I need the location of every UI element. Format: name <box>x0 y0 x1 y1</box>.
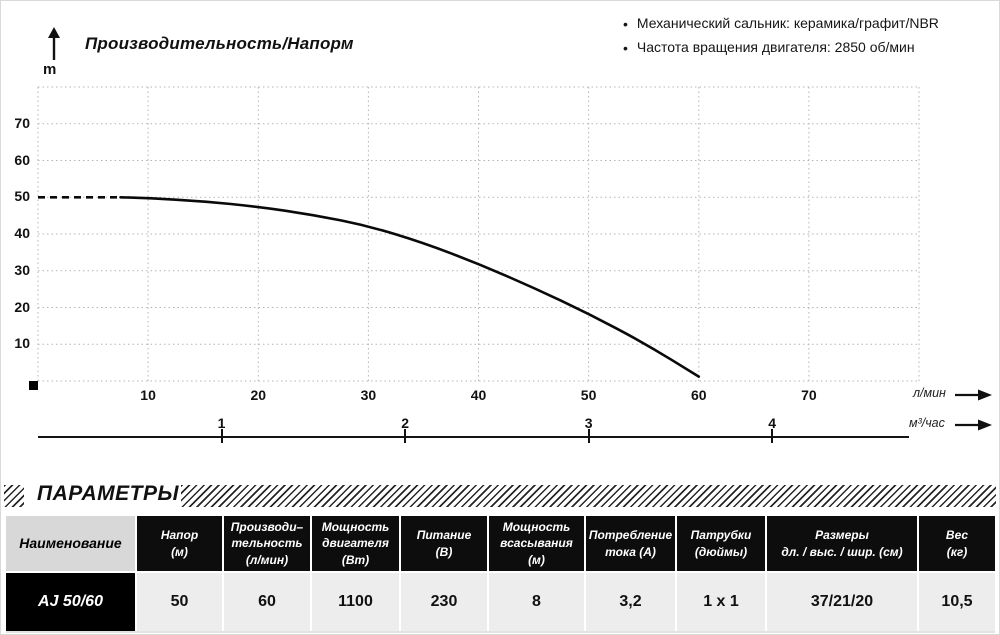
data-cell: 1 x 1 <box>677 573 765 631</box>
up-arrow-icon <box>48 27 60 60</box>
column-header-cell: Напор (м) <box>137 516 222 571</box>
column-header-cell: Мощность двигателя (Вт) <box>312 516 399 571</box>
data-cell: 50 <box>137 573 222 631</box>
x-tick-label: 70 <box>801 387 817 403</box>
hatch-decoration <box>4 485 24 507</box>
x-tick-label: 10 <box>140 387 156 403</box>
x-axis-unit-lpm: л/мин <box>913 386 946 400</box>
curve-plot-svg <box>37 86 920 382</box>
column-header-cell: Вес (кг) <box>919 516 995 571</box>
column-header-cell: Размеры дл. / выс. / шир. (см) <box>767 516 917 571</box>
origin-marker <box>29 381 38 390</box>
parameters-table: Наименование Напор (м) Производи– тельность(… <box>6 516 995 633</box>
data-cell: 1100 <box>312 573 399 631</box>
m3h-tick-mark <box>771 429 774 443</box>
spec-bullet-item: • Механический сальник: керамика/графит/N… <box>623 15 939 33</box>
column-header-cell: Мощность всасывания (м) <box>489 516 584 571</box>
right-arrow-icon <box>955 389 992 401</box>
y-tick-label: 70 <box>14 114 30 131</box>
bullet-dot-icon: • <box>623 16 628 32</box>
data-cell: 3,2 <box>586 573 675 631</box>
m3h-tick-mark <box>587 429 590 443</box>
column-header-cell: Наименование <box>6 516 135 571</box>
spec-bullet-item: • Частота вращения двигателя: 2850 об/мин <box>623 39 939 57</box>
m3h-scale-line <box>38 436 909 438</box>
x-tick-label: 60 <box>691 387 707 403</box>
data-cell: 10,5 <box>919 573 995 631</box>
y-tick-label: 20 <box>14 298 30 315</box>
data-cell: 230 <box>401 573 487 631</box>
x-tick-label: 30 <box>360 387 377 403</box>
hatch-stripe-decoration <box>181 485 996 507</box>
y-tick-label: 40 <box>14 225 30 241</box>
column-header-cell: Патрубки (дюймы) <box>677 516 765 571</box>
bullet-dot-icon: • <box>623 40 628 57</box>
x-axis-unit-m3h: м³/час <box>909 416 945 430</box>
m3h-tick-label: 3 <box>584 415 593 431</box>
y-tick-label: 60 <box>14 151 30 168</box>
spec-bullet-list: • Механический сальник: керамика/графит/N… <box>623 15 939 63</box>
row-name-cell: AJ 50/60 <box>6 573 135 631</box>
chart-axis-title: Производительность/Напорм <box>85 34 354 53</box>
m3h-tick-label: 1 <box>217 415 226 431</box>
x-tick-label: 20 <box>250 387 267 403</box>
right-arrow-icon <box>955 419 992 431</box>
x-tick-label: 40 <box>470 387 487 403</box>
column-header-cell: Питание (В) <box>401 516 487 571</box>
m3h-tick-label: 4 <box>768 415 777 431</box>
column-header-cell: Производи– тельность (л/мин) <box>224 516 310 571</box>
y-tick-label: 50 <box>14 188 30 205</box>
spec-bullet-text: Механический сальник: керамика/графит/NB… <box>636 15 939 31</box>
y-tick-label: 30 <box>14 261 30 278</box>
m3h-tick-label: 2 <box>401 415 409 431</box>
spec-bullet-text: Частота вращения двигателя: 2850 об/мин <box>636 39 915 56</box>
data-cell: 8 <box>489 573 584 631</box>
y-tick-label: 10 <box>14 335 30 352</box>
y-axis-unit: m <box>43 61 57 78</box>
performance-curve <box>119 196 701 378</box>
column-header-cell: Потребление тока (А) <box>586 516 675 571</box>
m3h-tick-mark <box>220 429 223 443</box>
parameters-section-title: ПАРАМЕТРЫ <box>37 482 179 505</box>
data-cell: 37/21/20 <box>767 573 917 631</box>
m3h-tick-mark <box>404 429 407 443</box>
data-cell: 60 <box>224 573 310 631</box>
performance-curve-chart: 10 20 30 40 50 60 70 10 20 30 40 50 60 70 1 2 3 4 <box>14 86 920 443</box>
x-tick-label: 50 <box>580 387 597 403</box>
